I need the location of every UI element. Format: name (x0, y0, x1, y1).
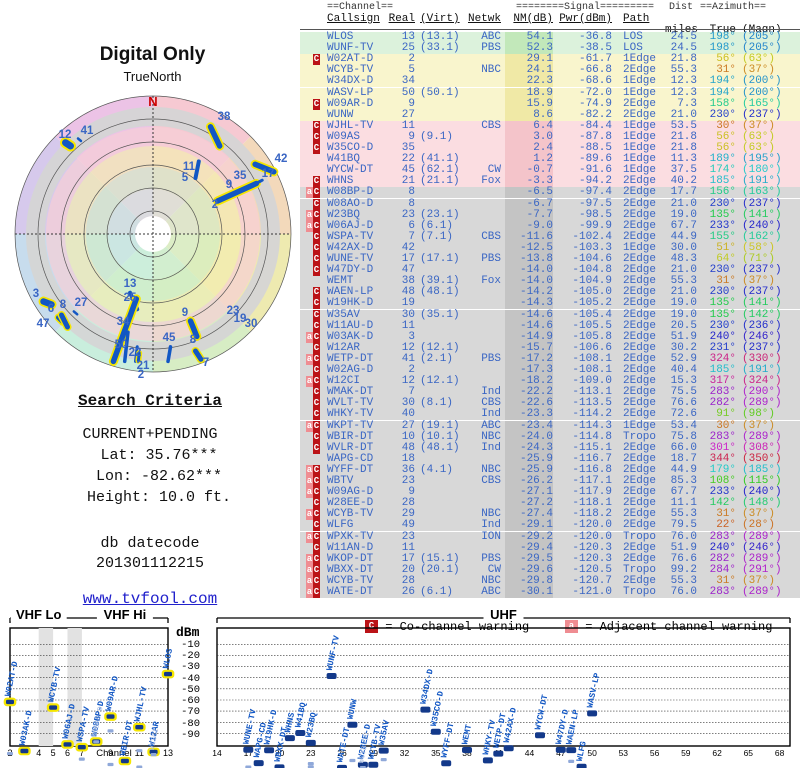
svg-text:56: 56 (650, 748, 660, 758)
svg-text:32: 32 (400, 748, 410, 758)
svg-text:W02AT-D: W02AT-D (3, 661, 20, 698)
svg-text:5: 5 (51, 748, 56, 758)
svg-text:VHF Lo: VHF Lo (16, 607, 62, 622)
svg-text:13: 13 (163, 748, 173, 758)
svg-text:W09AR-D: W09AR-D (104, 675, 121, 712)
svg-text:WUNW: WUNW (346, 697, 360, 720)
svg-text:WBIR-DT: WBIR-DT (118, 720, 135, 757)
svg-text:WEMT: WEMT (460, 724, 474, 746)
svg-text:53: 53 (619, 748, 629, 758)
svg-text:W34DX-D: W34DX-D (419, 668, 436, 705)
svg-text:4: 4 (36, 748, 41, 758)
svg-text:14: 14 (212, 748, 222, 758)
svg-text:VHF Hi: VHF Hi (104, 607, 147, 622)
svg-text:W03AK-D: W03AK-D (18, 710, 35, 747)
svg-text:W23BQ: W23BQ (304, 711, 319, 738)
svg-text:65: 65 (744, 748, 754, 758)
svg-text:50: 50 (587, 748, 597, 758)
svg-text:W35CO-D: W35CO-D (429, 690, 446, 727)
svg-text:WLFG: WLFG (575, 740, 589, 762)
svg-text:UHF: UHF (490, 607, 517, 622)
svg-text:62: 62 (712, 748, 722, 758)
svg-text:WJHL-TV: WJHL-TV (132, 685, 149, 723)
svg-text:68: 68 (775, 748, 785, 758)
svg-text:6: 6 (65, 748, 70, 758)
svg-text:WUNF-TV: WUNF-TV (325, 634, 342, 672)
svg-text:WLOS: WLOS (161, 648, 175, 670)
svg-text:44: 44 (525, 748, 535, 758)
svg-text:WYFF-DT: WYFF-DT (439, 722, 456, 759)
svg-text:WATE-DT: WATE-DT (335, 727, 352, 764)
svg-text:WASV-LP: WASV-LP (585, 672, 602, 709)
svg-text:WBXX-DT: WBXX-DT (273, 726, 290, 763)
svg-text:59: 59 (681, 748, 691, 758)
svg-text:23: 23 (306, 748, 316, 758)
svg-text:WYCW-DT: WYCW-DT (533, 694, 550, 731)
